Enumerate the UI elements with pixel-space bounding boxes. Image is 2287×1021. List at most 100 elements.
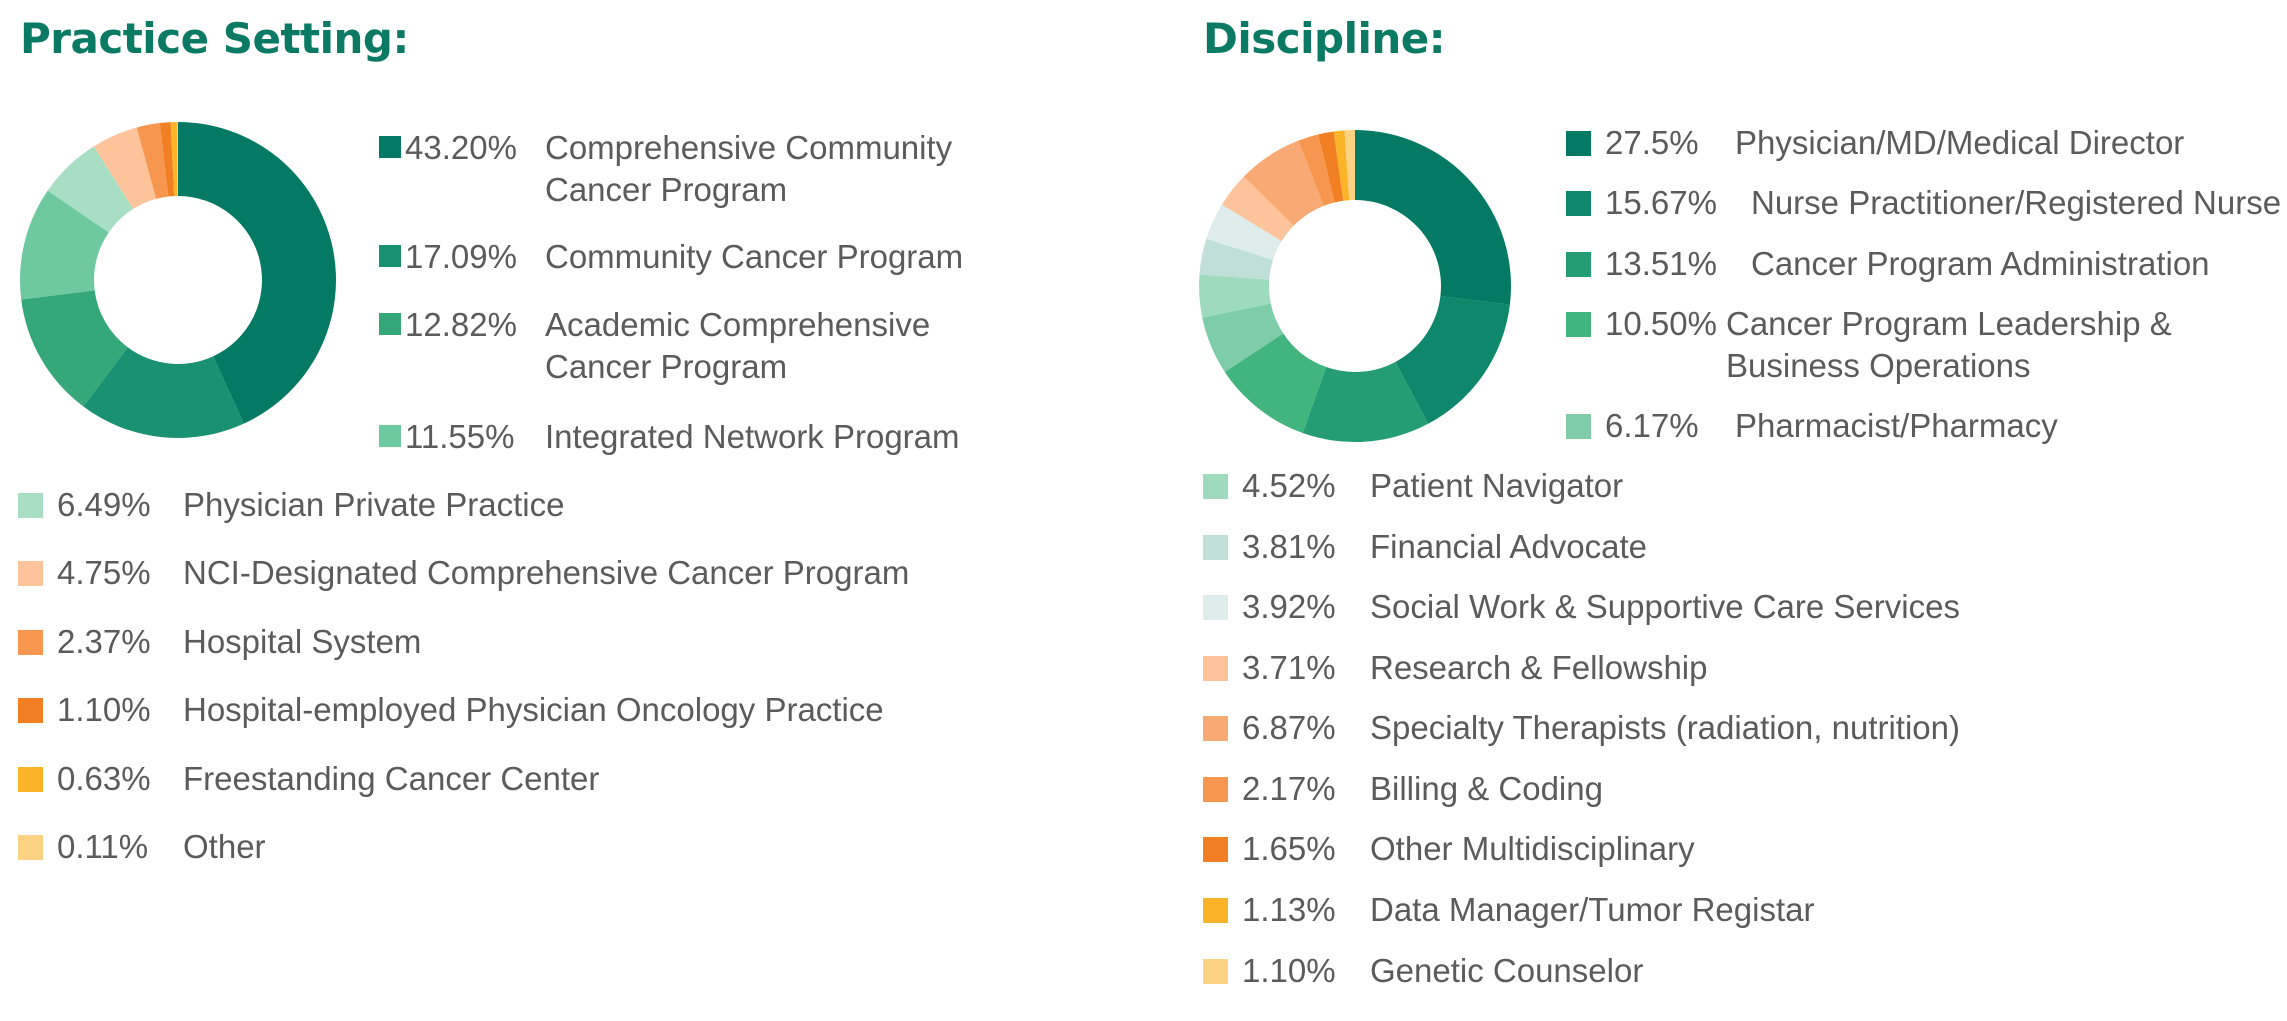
donut-slice-specialty-therapists-radiation-nutrition: [1243, 140, 1324, 226]
legend-percent: 43.20%: [405, 129, 517, 166]
donut-slice-other: [176, 122, 178, 197]
donut-slice-nurse-practitioner-registered-nurse: [1395, 296, 1510, 424]
donut-slice-nci-designated-comprehensive-cancer-program: [93, 127, 157, 209]
legend-percent: 13.51%: [1605, 245, 1717, 282]
legend-label: Comprehensive Community Cancer Program: [545, 129, 953, 208]
legend-label: Nurse Practitioner/Registered Nurse: [1751, 184, 2282, 221]
legend-item-physician-private-practice: 6.49% Physician Private Practice: [18, 484, 564, 526]
discipline-donut-chart: [1199, 130, 1511, 443]
legend-label: Billing & Coding: [1370, 770, 1603, 807]
donut-slice-genetic-counselor: [1344, 130, 1355, 201]
legend-label: Other Multidisciplinary: [1370, 830, 1695, 867]
legend-label: Genetic Counselor: [1370, 952, 1644, 989]
legend-swatch: [1566, 131, 1591, 156]
legend-swatch: [1203, 595, 1228, 620]
legend-swatch: [1203, 474, 1228, 499]
donut-slice-comprehensive-community-cancer-program: [178, 122, 336, 424]
discipline-title: Discipline:: [1203, 14, 1446, 63]
legend-percent: 6.87%: [1242, 709, 1336, 746]
legend-label: Other: [183, 828, 266, 865]
legend-item-hospital-system: 2.37% Hospital System: [18, 621, 421, 663]
legend-swatch: [18, 767, 43, 792]
legend-percent: 6.17%: [1605, 407, 1699, 444]
legend-percent: 3.81%: [1242, 528, 1336, 565]
legend-swatch: [379, 313, 401, 335]
donut-slice-physician-md-medical-director: [1355, 130, 1511, 305]
legend-item-community-cancer-program: 17.09% Community Cancer Program: [379, 236, 963, 278]
legend-label: Physician Private Practice: [183, 486, 565, 523]
legend-swatch: [1566, 191, 1591, 216]
legend-swatch: [379, 425, 401, 447]
legend-item-pharmacist-pharmacy: 6.17% Pharmacist/Pharmacy: [1566, 405, 2058, 447]
legend-label: Patient Navigator: [1370, 467, 1624, 504]
legend-percent: 2.37%: [57, 623, 151, 660]
legend-item-cancer-program-leadership-business-operations: 10.50% Cancer Program Leadership & Busine…: [1566, 303, 2172, 387]
legend-label: Data Manager/Tumor Registar: [1370, 891, 1815, 928]
donut-slice-integrated-network-program: [20, 190, 109, 300]
legend-swatch: [1203, 716, 1228, 741]
donut-slice-other-multidisciplinary: [1318, 131, 1344, 203]
legend-percent: 3.71%: [1242, 649, 1336, 686]
legend-label: Pharmacist/Pharmacy: [1735, 407, 2058, 444]
legend-percent: 1.10%: [57, 691, 151, 728]
legend-item-nurse-practitioner-registered-nurse: 15.67% Nurse Practitioner/Registered Nurs…: [1566, 182, 2281, 224]
legend-label: Integrated Network Program: [545, 418, 960, 455]
donut-slice-cancer-program-leadership-business-operations: [1224, 333, 1327, 433]
donut-slice-data-manager-tumor-registar: [1333, 130, 1350, 201]
legend-label: Hospital System: [183, 623, 422, 660]
donut-slice-cancer-program-administration: [1302, 361, 1429, 443]
legend-item-freestanding-cancer-center: 0.63% Freestanding Cancer Center: [18, 758, 599, 800]
legend-item-academic-comprehensive-cancer-program: 12.82% Academic Comprehensive Cancer Prog…: [379, 304, 930, 388]
legend-swatch: [1203, 959, 1228, 984]
legend-swatch: [18, 630, 43, 655]
legend-percent: 1.13%: [1242, 891, 1336, 928]
legend-swatch: [1566, 414, 1591, 439]
legend-label: Specialty Therapists (radiation, nutriti…: [1370, 709, 1961, 746]
legend-item-other-multidisciplinary: 1.65% Other Multidisciplinary: [1203, 828, 1695, 870]
legend-label: Social Work & Supportive Care Services: [1370, 588, 1960, 625]
donut-slice-social-work-supportive-care-services: [1206, 204, 1282, 260]
donut-slice-community-cancer-program: [83, 347, 244, 438]
legend-label: NCI-Designated Comprehensive Cancer Prog…: [183, 554, 910, 591]
donut-slice-physician-private-practice: [47, 146, 134, 233]
legend-percent: 1.10%: [1242, 952, 1336, 989]
legend-label: Cancer Program Leadership & Business Ope…: [1726, 305, 2172, 384]
donut-slice-hospital-system: [136, 123, 169, 199]
donut-slice-research-fellowship: [1221, 176, 1294, 242]
legend-percent: 4.75%: [57, 554, 151, 591]
legend-swatch: [18, 561, 43, 586]
legend-percent: 12.82%: [405, 306, 517, 343]
donut-slice-pharmacist-pharmacy: [1202, 303, 1284, 372]
legend-item-hospital-employed-physician-oncology-practice: 1.10% Hospital-employed Physician Oncolog…: [18, 689, 884, 731]
legend-item-specialty-therapists-radiation-nutrition: 6.87% Specialty Therapists (radiation, nu…: [1203, 707, 1960, 749]
legend-swatch: [379, 136, 401, 158]
legend-swatch: [18, 698, 43, 723]
legend-swatch: [1566, 312, 1591, 337]
legend-percent: 0.63%: [57, 760, 151, 797]
legend-item-cancer-program-administration: 13.51% Cancer Program Administration: [1566, 243, 2210, 285]
legend-item-social-work-supportive-care-services: 3.92% Social Work & Supportive Care Servi…: [1203, 586, 1960, 628]
legend-percent: 2.17%: [1242, 770, 1336, 807]
donut-slice-financial-advocate: [1199, 238, 1274, 280]
legend-item-comprehensive-community-cancer-program: 43.20% Comprehensive Community Cancer Pro…: [379, 127, 952, 211]
legend-item-integrated-network-program: 11.55% Integrated Network Program: [379, 416, 960, 458]
legend-item-physician-md-medical-director: 27.5% Physician/MD/Medical Director: [1566, 122, 2184, 164]
legend-item-billing-coding: 2.17% Billing & Coding: [1203, 768, 1603, 810]
legend-label: Cancer Program Administration: [1751, 245, 2210, 282]
practice-setting-donut-chart: [20, 122, 336, 438]
donut-slice-patient-navigator: [1199, 274, 1271, 318]
legend-percent: 3.92%: [1242, 588, 1336, 625]
legend-item-patient-navigator: 4.52% Patient Navigator: [1203, 465, 1623, 507]
legend-swatch: [1203, 837, 1228, 862]
legend-percent: 15.67%: [1605, 184, 1717, 221]
legend-label: Financial Advocate: [1370, 528, 1648, 565]
legend-swatch: [1566, 252, 1591, 277]
practice-setting-title: Practice Setting:: [20, 14, 409, 63]
legend-item-research-fellowship: 3.71% Research & Fellowship: [1203, 647, 1707, 689]
legend-swatch: [379, 245, 401, 267]
legend-swatch: [1203, 535, 1228, 560]
legend-item-other: 0.11% Other: [18, 826, 266, 868]
legend-percent: 6.49%: [57, 486, 151, 523]
legend-percent: 4.52%: [1242, 467, 1336, 504]
donut-slice-hospital-employed-physician-oncology-practice: [159, 122, 175, 197]
